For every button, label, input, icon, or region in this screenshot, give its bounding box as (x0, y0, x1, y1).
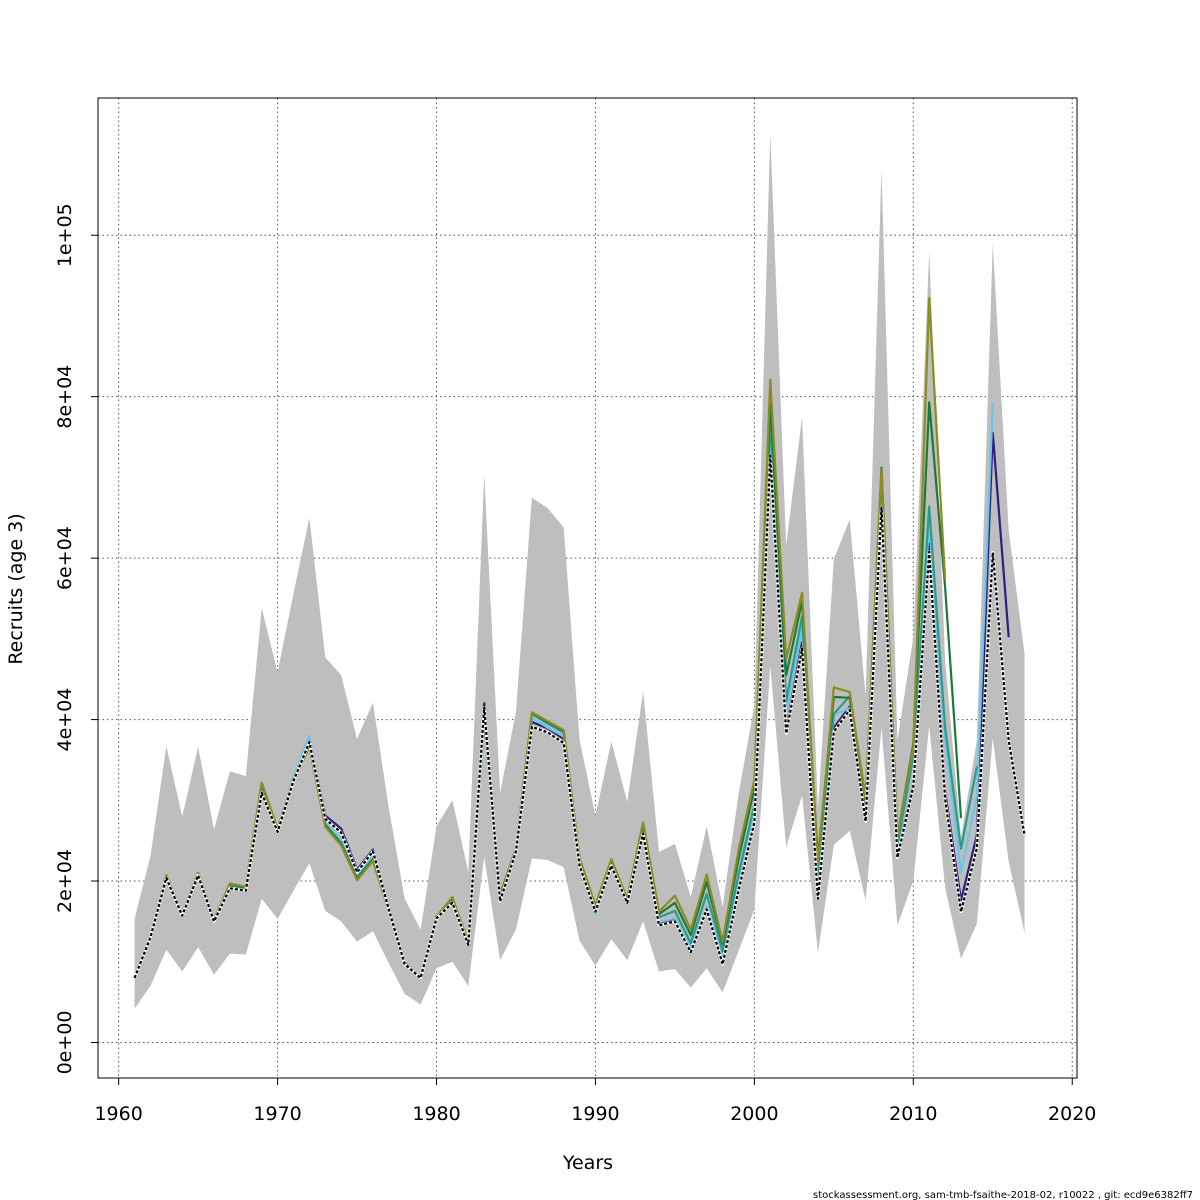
series-layer (133, 297, 1027, 980)
x-tick-label-1: 1970 (253, 1103, 301, 1125)
x-tick-label-5: 2010 (889, 1103, 937, 1125)
y-tick-label-0: 0e+00 (54, 1011, 76, 1075)
y-tick-label-4: 8e+04 (54, 365, 76, 429)
y-tick-label-2: 4e+04 (54, 688, 76, 752)
x-axis-title: Years (562, 1152, 613, 1174)
x-tick-label-6: 2020 (1048, 1103, 1096, 1125)
x-axis: 1960 1970 1980 1990 2000 2010 2020 (94, 1077, 1096, 1125)
y-tick-label-5: 1e+05 (54, 203, 76, 267)
series-line-0 (133, 454, 1026, 979)
x-tick-label-0: 1960 (94, 1103, 142, 1125)
x-tick-label-3: 1990 (571, 1103, 619, 1125)
footer-text: stockassessment.org, sam-tmb-fsaithe-201… (813, 1190, 1193, 1200)
x-tick-label-4: 2000 (730, 1103, 778, 1125)
confidence-band-layer (134, 132, 1025, 1009)
y-tick-label-1: 2e+04 (54, 849, 76, 913)
y-tick-label-3: 6e+04 (54, 526, 76, 590)
confidence-band (134, 132, 1025, 1009)
y-axis-title: Recruits (age 3) (5, 513, 27, 664)
series-line-5 (133, 297, 947, 980)
y-axis: 0e+00 2e+04 4e+04 6e+04 8e+04 1e+05 (54, 203, 98, 1074)
x-tick-label-2: 1980 (412, 1103, 460, 1125)
